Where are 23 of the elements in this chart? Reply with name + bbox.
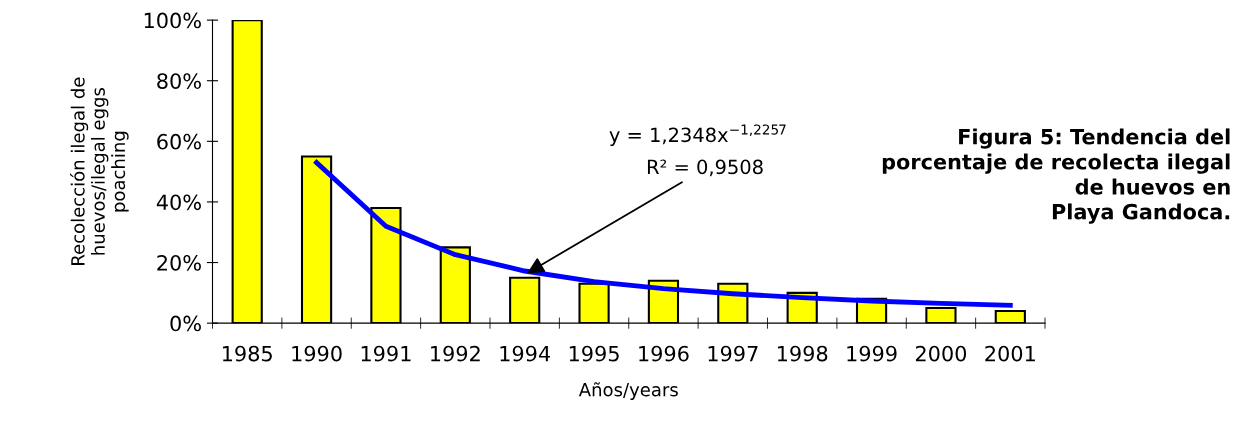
x-tick-label: 1998 <box>777 345 828 362</box>
x-tick-label: 2000 <box>915 345 967 362</box>
x-tick-label: 1991 <box>361 345 411 362</box>
x-tick-label: 1997 <box>708 345 758 362</box>
y-tick-label: 40% <box>156 194 201 211</box>
y-tick-label: 20% <box>157 254 201 271</box>
x-tick-label: 1992 <box>431 345 480 362</box>
y-tick-label: 80% <box>157 73 201 89</box>
x-axis-title: Años/years <box>578 382 678 400</box>
x-tick-label: 1999 <box>847 345 897 362</box>
text: Figura 5: Tendencia del porcentaje de recolecta ilegal de huevos en Playa Gandoca. <box>882 128 1230 224</box>
x-tick-label: 1995 <box>569 345 619 362</box>
y-tick-label: 0% <box>170 315 201 332</box>
annotation: R² = 0,9508 <box>647 159 763 177</box>
x-tick-label: 1994 <box>500 345 551 362</box>
x-tick-label: 1990 <box>292 345 342 362</box>
y-tick-label: 100% <box>144 12 201 29</box>
x-tick-label: 2001 <box>985 345 1035 362</box>
y-axis-title: Recolección ilegal de huevos/ilegal eggs poaching <box>70 77 129 265</box>
annotation: y = 1,2348x$^{−1,2257}$ <box>609 124 786 146</box>
x-tick-label: 1996 <box>639 345 689 362</box>
x-tick-label: 1985 <box>222 345 272 362</box>
y-tick-label: 60% <box>157 133 201 150</box>
